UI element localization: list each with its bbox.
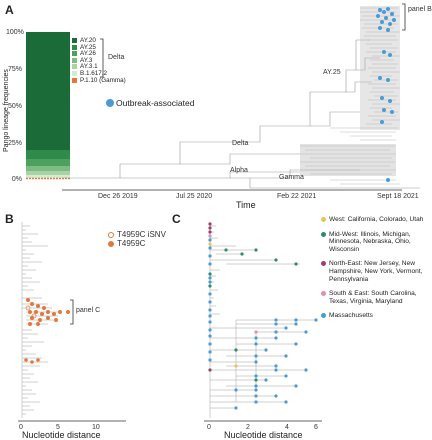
ytick-50: 50% (7, 103, 22, 110)
panel-c-xaxis-title: Nucleotide distance (224, 430, 303, 440)
c-xtick-4: 4 (285, 424, 289, 431)
b-xtick-10: 10 (92, 424, 100, 431)
west-marker-icon (321, 217, 326, 222)
panel-c-tree (204, 222, 322, 422)
outbreak-label: Outbreak-associated (116, 98, 195, 108)
northeast-marker-icon (321, 261, 326, 267)
lineage-frequency-bar (26, 32, 70, 180)
ytick-75: 75% (7, 66, 22, 73)
ytick-100: 100% (6, 29, 24, 36)
panel-c-tag: panel C (76, 307, 101, 314)
time-tree (62, 3, 420, 191)
date-tick-3: Feb 22 2021 (277, 193, 317, 200)
panel-c-letter: C (172, 212, 181, 226)
delta-label: Delta (232, 140, 249, 147)
t4959c-filled-marker-icon (108, 241, 114, 247)
lineage-legend: AY.20 AY.25 AY.26 AY.3 AY.3.1 B.1.617.2 … (72, 37, 126, 84)
legend-northeast: North-East: New Jersey, New Hampshire, N… (329, 260, 423, 283)
b-xtick-0: 0 (19, 424, 23, 431)
delta-bracket (100, 38, 104, 78)
legend-midwest: Mid-West: Illinois, Michigan, Minnesota,… (329, 230, 411, 253)
delta-bracket-label: Delta (108, 54, 125, 61)
legend-massachusetts: Massachusetts (329, 312, 373, 320)
region-legend: West: California, Colorado, Utah Mid-Wes… (321, 216, 429, 320)
c-xtick-0: 0 (207, 424, 211, 431)
date-tick-1: Dec 26 2019 (98, 193, 138, 200)
date-tick-4: Sept 18 2021 (377, 193, 419, 200)
panel-a-letter: A (5, 3, 14, 17)
legend-t4959c-label: T4959C (117, 239, 146, 248)
panel-b-tag: panel B (408, 6, 432, 13)
c-xtick-2: 2 (246, 424, 250, 431)
ytick-25: 25% (7, 140, 22, 147)
gamma-label: Gamma (279, 174, 304, 181)
panel-a-xaxis-title: Time (236, 200, 256, 210)
panel-b-tree (18, 222, 126, 422)
ay25-label: AY.25 (323, 69, 341, 76)
legend-south-east: South & East: South Carolina, Texas, Vir… (329, 290, 417, 305)
legend-west: West: California, Colorado, Utah (329, 216, 424, 223)
legend-isnv-label: T4959C iSNV (117, 230, 166, 239)
south-east-marker-icon (321, 291, 326, 297)
ytick-0: 0% (11, 176, 22, 183)
c-xtick-6: 6 (314, 424, 318, 431)
b-xtick-5: 5 (56, 424, 60, 431)
midwest-marker-icon (321, 231, 326, 237)
panel-b-letter: B (5, 212, 14, 226)
isnv-open-marker-icon (108, 232, 114, 238)
outbreak-marker-icon (106, 99, 114, 107)
panel-b-xaxis-title: Nucleotide distance (22, 430, 101, 440)
massachusetts-marker-icon (321, 313, 326, 319)
date-tick-2: Jul 25 2020 (176, 193, 213, 200)
alpha-label: Alpha (230, 167, 248, 174)
